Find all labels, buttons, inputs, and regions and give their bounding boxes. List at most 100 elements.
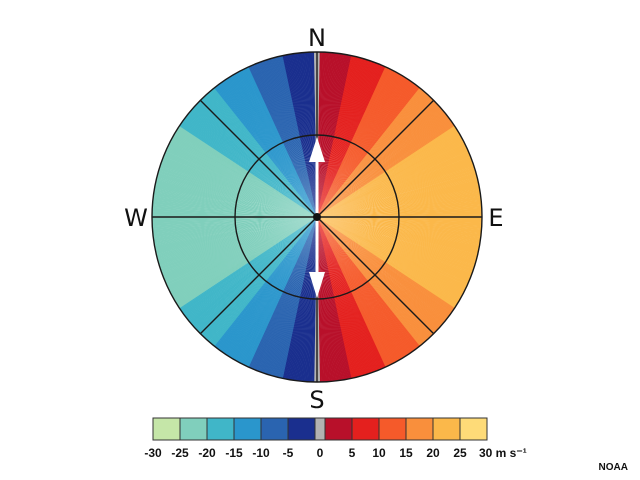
colorbar-tick-label: 5 (349, 446, 356, 460)
velocity-wedge (152, 132, 317, 217)
velocity-wedge (317, 217, 482, 301)
velocity-wedge (317, 53, 434, 217)
velocity-wedge (317, 79, 464, 217)
velocity-wedge (240, 52, 317, 217)
velocity-wedge (317, 52, 404, 217)
velocity-wedge (164, 217, 317, 349)
velocity-wedge (243, 52, 317, 217)
velocity-wedge (154, 99, 317, 217)
velocity-wedge (256, 52, 317, 217)
velocity-wedge (317, 217, 467, 351)
velocity-wedge (317, 217, 337, 382)
velocity-wedge (227, 217, 317, 382)
velocity-wedge (317, 217, 404, 382)
velocity-wedge (152, 217, 317, 258)
velocity-wedge (317, 217, 482, 310)
velocity-wedge (317, 217, 427, 382)
velocity-wedge (317, 217, 333, 382)
velocity-wedge (317, 217, 335, 382)
velocity-wedge (317, 217, 482, 316)
colorbar-tick-label: -15 (225, 446, 243, 460)
wind-arrows (309, 137, 325, 298)
velocity-wedge (152, 217, 317, 299)
velocity-wedge (317, 61, 445, 217)
velocity-wedge (317, 217, 418, 382)
velocity-wedge (152, 217, 317, 328)
velocity-wedge (317, 217, 368, 382)
colorbar (152, 417, 488, 441)
velocity-wedge (317, 52, 418, 217)
velocity-wedge (215, 217, 317, 382)
velocity-wedge (317, 54, 435, 217)
velocity-wedge (317, 69, 454, 218)
arrow-down-icon (309, 272, 325, 298)
velocity-wedge (237, 52, 317, 217)
velocity-wedge (235, 52, 317, 217)
velocity-wedge (317, 217, 416, 382)
velocity-wedge (317, 208, 482, 217)
velocity-wedge (192, 217, 317, 375)
velocity-wedge (317, 97, 479, 217)
velocity-wedge (152, 103, 317, 217)
velocity-wedge (317, 217, 454, 365)
velocity-wedge (317, 217, 482, 302)
velocity-wedge (317, 217, 369, 382)
velocity-wedge (202, 52, 317, 217)
velocity-wedge (317, 217, 439, 377)
velocity-wedge (317, 217, 482, 305)
velocity-wedge (317, 62, 446, 218)
velocity-wedge (317, 182, 482, 217)
velocity-wedge (317, 199, 482, 217)
velocity-wedge (183, 217, 317, 367)
velocity-wedge (317, 217, 378, 382)
velocity-wedge (317, 217, 482, 308)
velocity-wedge (317, 83, 467, 218)
velocity-wedge (317, 217, 413, 382)
velocity-wedge (160, 217, 317, 343)
velocity-wedge (317, 217, 464, 355)
arrow-up-icon (309, 137, 325, 162)
velocity-wedge (152, 217, 317, 305)
velocity-wedge (317, 122, 482, 217)
velocity-wedge (280, 52, 317, 217)
velocity-wedge (317, 217, 472, 346)
velocity-wedge (317, 217, 453, 366)
velocity-wedge (317, 217, 339, 382)
velocity-wedge (317, 173, 482, 217)
velocity-wedge (317, 148, 482, 217)
velocity-wedge (317, 77, 463, 217)
velocity-wedge (152, 217, 317, 233)
velocity-wedge (221, 217, 317, 382)
velocity-wedge (317, 197, 482, 217)
velocity-wedge (317, 118, 482, 217)
velocity-wedge (232, 52, 317, 217)
velocity-wedge (171, 77, 317, 217)
velocity-wedge (317, 217, 465, 354)
velocity-wedge (152, 217, 317, 226)
velocity-wedge (317, 52, 416, 217)
velocity-wedge (159, 217, 317, 342)
velocity-wedge (288, 52, 317, 217)
velocity-wedge (317, 180, 482, 217)
velocity-wedge (317, 52, 402, 217)
colorbar-tick-label: 20 (426, 446, 440, 460)
velocity-wedge (152, 217, 317, 324)
velocity-wedge (317, 217, 396, 382)
velocity-wedge (251, 52, 317, 217)
velocity-wedge (189, 217, 317, 373)
velocity-wedge (152, 217, 317, 235)
colorbar-bin (351, 417, 380, 441)
velocity-wedge (317, 217, 419, 382)
velocity-wedge (196, 217, 317, 378)
velocity-wedge (317, 85, 470, 217)
velocity-wedge (180, 217, 317, 365)
velocity-wedge (317, 115, 482, 217)
velocity-wedge (152, 217, 317, 240)
colorbar-tick-label: 10 (372, 446, 386, 460)
velocity-wedge (155, 217, 317, 337)
velocity-wedge (218, 52, 317, 217)
velocity-wedge (317, 151, 482, 217)
velocity-wedge (294, 52, 317, 217)
velocity-wedge (317, 217, 405, 382)
velocity-wedge (317, 217, 479, 337)
